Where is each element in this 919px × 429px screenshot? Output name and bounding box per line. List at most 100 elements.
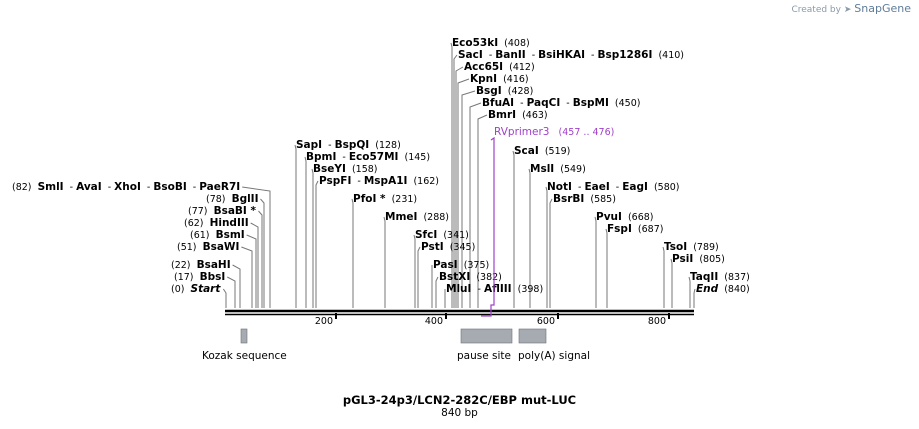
snapgene-watermark: Created by ➤ SnapGene — [791, 2, 911, 15]
site-start-label[interactable]: (0) Start — [171, 283, 221, 295]
feature-pause-site-label: pause site — [457, 350, 511, 362]
enzyme-bglii: BglII — [232, 193, 259, 205]
site-bfuai-line — [469, 102, 482, 308]
site-saci-label[interactable]: SacI - BanII - BsiHKAI - Bsp1286I (410) — [458, 49, 684, 61]
enzyme-mmei: MmeI — [385, 211, 417, 223]
site-end-position: (840) — [724, 284, 750, 295]
site-eco53ki-label[interactable]: Eco53kI (408) — [452, 37, 530, 49]
site-bbsi-label[interactable]: (17) BbsI — [174, 271, 225, 283]
site-fspi-position: (687) — [638, 224, 664, 235]
site-psii-line — [670, 258, 673, 308]
ruler-label-200: 200 — [315, 316, 333, 327]
site-hindiii-label[interactable]: (62) HindIII — [184, 217, 249, 229]
feature-kozak-sequence-label: Kozak sequence — [202, 350, 287, 362]
ruler-label-400: 400 — [425, 316, 443, 327]
feature-poly-a-signal-box[interactable] — [518, 328, 547, 344]
enzyme-xhoi: XhoI — [114, 181, 141, 193]
enzyme-paqci: PaqCI — [527, 97, 561, 109]
site-bfuai-label[interactable]: BfuAI - PaqCI - BspMI (450) — [482, 97, 640, 109]
site-bsrbi-label[interactable]: BsrBI (585) — [553, 193, 616, 205]
site-pvui-label[interactable]: PvuI (668) — [596, 211, 654, 223]
enzyme-bsgi: BsgI — [476, 85, 502, 97]
site-taqii-label[interactable]: TaqII (837) — [690, 271, 750, 283]
site-tsoi-label[interactable]: TsoI (789) — [664, 241, 719, 253]
feature-poly-a-signal-label: poly(A) signal — [518, 350, 590, 362]
site-bpmi-position: (145) — [405, 152, 431, 163]
enzyme-eco53ki: Eco53kI — [452, 37, 498, 49]
site-mmei-label[interactable]: MmeI (288) — [385, 211, 449, 223]
site-bglii-line — [260, 198, 265, 308]
enzyme-noti: NotI — [547, 181, 572, 193]
site-pspfi-label[interactable]: PspFI - MspA1I (162) — [319, 175, 439, 187]
site-acc65i-line — [455, 66, 464, 308]
site-bsrbi-line — [549, 198, 553, 308]
site-noti-line — [545, 186, 548, 308]
site-sapi-line — [294, 144, 297, 308]
site-bseyi-label[interactable]: BseYI (158) — [313, 163, 377, 175]
site-sfci-position: (341) — [443, 230, 469, 241]
site-bsawi-label[interactable]: (51) BsaWI — [177, 241, 239, 253]
primer-arrow — [481, 136, 495, 317]
site-bstxi-label[interactable]: BstXI (382) — [439, 271, 502, 283]
site-fspi-label[interactable]: FspI (687) — [607, 223, 663, 235]
enzyme-bfuai: BfuAI — [482, 97, 514, 109]
site-psti-line — [417, 246, 421, 308]
enzyme-kpni: KpnI — [470, 73, 497, 85]
site-bsawi-line — [241, 246, 253, 308]
primer-rvprimer3[interactable]: RVprimer3 (457 .. 476) — [481, 126, 614, 317]
site-taqii-position: (837) — [724, 272, 750, 283]
site-bglii-label[interactable]: (78) BglII — [206, 193, 259, 205]
site-start-line — [222, 288, 227, 308]
site-bsmi-position: (61) — [190, 230, 210, 241]
enzyme-saci: SacI — [458, 49, 483, 61]
site-bmri-label[interactable]: BmrI (463) — [488, 109, 548, 121]
site-acc65i-label[interactable]: Acc65I (412) — [464, 61, 535, 73]
site-bpmi-label[interactable]: BpmI - Eco57MI (145) — [306, 151, 430, 163]
site-smli-label[interactable]: (82) SmlI - AvaI - XhoI - BsoBI - PaeR7I — [12, 181, 240, 193]
ruler-label-600: 600 — [537, 316, 555, 327]
feature-kozak-sequence-box[interactable] — [240, 328, 248, 344]
primer-name: RVprimer3 — [494, 126, 550, 138]
site-bsawi-position: (51) — [177, 242, 197, 253]
site-bsabi-line — [258, 210, 263, 308]
enzyme-sfci: SfcI — [415, 229, 437, 241]
site-start-position: (0) — [171, 284, 184, 295]
site-bseyi-position: (158) — [352, 164, 378, 175]
site-psti-position: (345) — [450, 242, 476, 253]
site-bsahi-label[interactable]: (22) BsaHI — [171, 259, 231, 271]
site-bsmi-label[interactable]: (61) BsmI — [190, 229, 245, 241]
site-msli-label[interactable]: MslI (549) — [530, 163, 586, 175]
enzyme-bsobi: BsoBI — [153, 181, 186, 193]
site-psii-label[interactable]: PsiI (805) — [672, 253, 725, 265]
site-scai-line — [512, 150, 515, 308]
site-saci-line — [453, 54, 458, 308]
site-sfci-label[interactable]: SfcI (341) — [415, 229, 469, 241]
site-kpni-label[interactable]: KpnI (416) — [470, 73, 529, 85]
site-pasi-label[interactable]: PasI (375) — [433, 259, 489, 271]
site-noti-label[interactable]: NotI - EaeI - EagI (580) — [547, 181, 680, 193]
site-bsgi-line — [461, 90, 476, 308]
site-sapi-label[interactable]: SapI - BspQI (128) — [296, 139, 401, 151]
site-labels: (82) SmlI - AvaI - XhoI - BsoBI - PaeR7I… — [12, 37, 750, 295]
site-end-line — [693, 288, 696, 308]
site-end-label[interactable]: End (840) — [696, 283, 750, 295]
site-bmri-line — [477, 114, 488, 308]
site-mmei-position: (288) — [423, 212, 449, 223]
feature-pause-site-box[interactable] — [460, 328, 513, 344]
enzyme-bspmi: BspMI — [573, 97, 609, 109]
site-mlui-label[interactable]: MluI - AflIII (398) — [446, 283, 543, 295]
enzyme-afliii: AflIII — [484, 283, 512, 295]
enzyme-pfoi: PfoI * — [353, 193, 386, 205]
enzyme-pvui: PvuI — [596, 211, 622, 223]
site-pfoi-label[interactable]: PfoI * (231) — [353, 193, 417, 205]
site-bsabi-label[interactable]: (77) BsaBI * — [188, 205, 256, 217]
enzyme-eagi: EagI — [622, 181, 648, 193]
site-saci-position: (410) — [658, 50, 684, 61]
site-bsabi-position: (77) — [188, 206, 208, 217]
enzyme-bseyi: BseYI — [313, 163, 346, 175]
site-scai-label[interactable]: ScaI (519) — [514, 145, 570, 157]
site-bsgi-label[interactable]: BsgI (428) — [476, 85, 533, 97]
enzyme-paer7i: PaeR7I — [199, 181, 240, 193]
site-psti-label[interactable]: PstI (345) — [421, 241, 475, 253]
enzyme-eco57mi: Eco57MI — [349, 151, 399, 163]
